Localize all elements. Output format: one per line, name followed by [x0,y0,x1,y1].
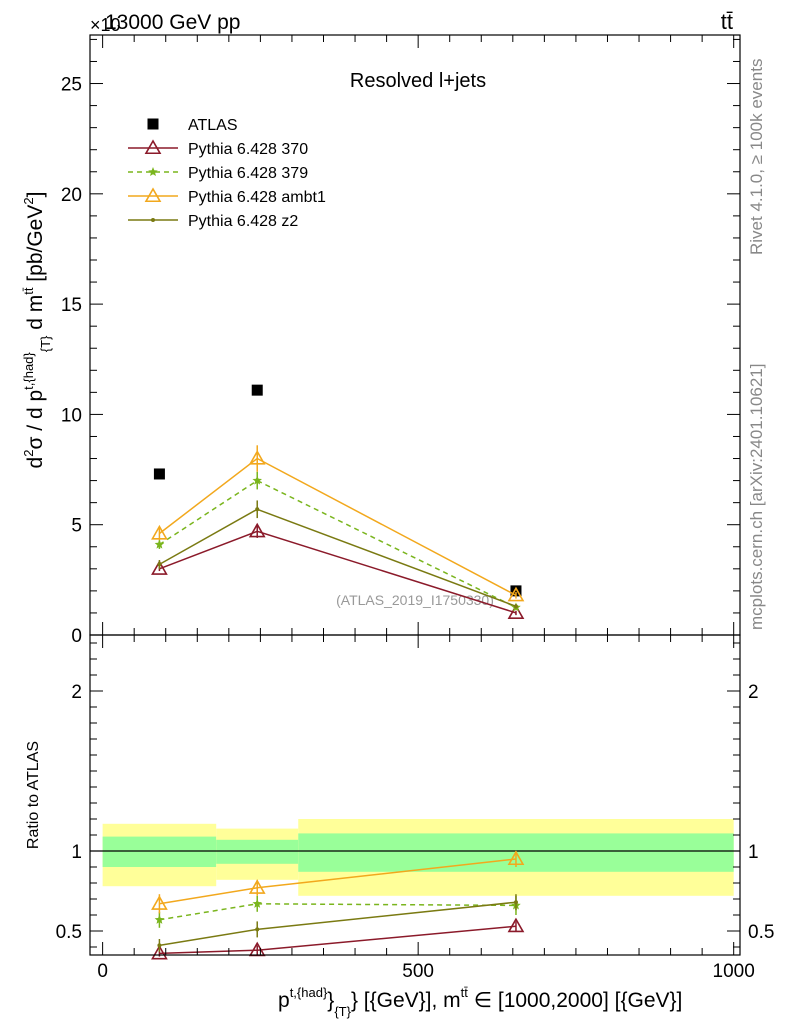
main-point [151,524,168,540]
ratio-series-pythia-6-428-370 [151,917,525,960]
ratio-point [151,895,168,910]
uncertainty-band-green [102,836,217,867]
y-tick-label: 10 [61,405,82,426]
ratio-line-pythia-6-428-z2 [159,901,517,947]
main-point [507,604,525,619]
main-panel: 0 5 10 15 20 25 Resolved l+jets (ATLAS_2019_I… [61,34,741,647]
ratio-y-tick-label: 0.5 [56,922,82,943]
main-point [153,468,165,480]
main-y-axis-label: d2σ / d pt,{had}{T} d mtt̄ [pb/GeV2] [21,192,53,469]
legend: ATLAS Pythia 6.428 370 Pythia 6.428 379 Pyt… [128,117,326,230]
y-tick-label: 5 [71,516,82,537]
ratio-y-axis-label: Ratio to ATLAS [25,741,42,849]
ratio-line-pythia-6-428-370 [159,925,517,955]
main-point [154,539,165,549]
ratio-frame [89,634,741,956]
svg-text:d2σ / d pt,{had}{T} d mtt̄ [pb: d2σ / d pt,{had}{T} d mtt̄ [pb/GeV2] [21,192,53,469]
ratio-point [151,944,168,960]
main-series-pythia-6-428-370 [151,522,525,619]
main-series-pythia-6-428-ambt1 [151,445,525,602]
ratio-series-pythia-6-428-z2 [157,894,518,952]
rivet-label: Rivet 4.1.0, ≥ 100k events [747,59,766,255]
main-series-pythia-6-428-z2 [157,500,518,609]
main-series [151,384,525,619]
main-point [248,449,266,465]
ratio-axis-ticks: 0.5 0.5 1 1 2 2 0 500 1000 [56,635,774,982]
ratio-y-tick-label: 1 [71,842,82,863]
main-point [151,560,168,575]
main-point [157,562,162,567]
ratio-point [513,900,518,905]
legend-label: ATLAS [188,117,238,134]
main-series-pythia-6-428-379 [154,471,521,612]
ratio-line-pythia-6-428-379 [159,903,517,921]
ratio-point [507,850,525,866]
mcplots-label: mcplots.cern.ch [arXiv:2401.10621] [747,364,766,630]
header-left: 13000 GeV pp [105,11,240,34]
header-right: tt̄ [721,9,733,34]
legend-item-pythia-6-428-379: Pythia 6.428 379 [128,165,308,182]
uncertainty-band-green [216,839,299,864]
legend-label: Pythia 6.428 370 [188,141,308,158]
legend-item-pythia-6-428-z2: Pythia 6.428 z2 [128,213,298,230]
main-point [510,585,522,597]
x-axis-label: pt,{had}}{T}} [{GeV}], mtt̄ ∈ [1000,2000… [278,985,682,1019]
ratio-point [255,927,260,932]
x-tick-label: 1000 [713,961,755,982]
legend-item-pythia-6-428-ambt1: Pythia 6.428 ambt1 [128,187,326,206]
exponent-label: ×10 [90,15,121,35]
main-point [252,475,262,485]
chart-title: Resolved l+jets [350,70,486,92]
ratio-point [154,914,165,924]
legend-marker [144,187,162,203]
main-line-pythia-6-428-379 [158,479,517,609]
ratio-point [252,898,262,908]
ratio-series-pythia-6-428-ambt1 [151,850,525,914]
ratio-y-tick-label-right: 0.5 [748,922,774,943]
svg-text:pt,{had}}{T}} [{GeV}], mtt̄ ∈: pt,{had}}{T}} [{GeV}], mtt̄ ∈ [1000,2000… [278,985,682,1019]
legend-marker [144,139,162,155]
main-line-pythia-6-428-ambt1 [158,457,517,596]
ratio-point [507,917,525,933]
legend-marker [151,218,155,222]
ratio-y-tick-label-right: 2 [748,682,759,703]
main-series-atlas [153,384,522,597]
ratio-bands [102,819,734,896]
ratio-point [248,879,266,894]
ratio-series-pythia-6-428-379 [154,895,521,928]
ratio-y-tick-label-right: 1 [748,842,759,863]
main-point [513,604,518,609]
legend-label: Pythia 6.428 z2 [188,213,298,230]
ratio-panel: 0.5 0.5 1 1 2 2 0 500 1000 [56,634,774,982]
legend-marker [147,118,159,130]
legend-label: Pythia 6.428 379 [188,165,308,182]
main-point [507,586,525,602]
analysis-watermark: (ATLAS_2019_I1750330) [336,592,494,608]
main-point [251,384,263,396]
x-tick-label: 500 [402,961,434,982]
y-tick-label: 25 [61,75,82,96]
x-tick-label: 0 [97,961,108,982]
legend-marker [148,167,158,177]
legend-item-atlas: ATLAS [147,117,238,134]
main-point [248,522,266,538]
ratio-point [157,943,162,948]
ratio-y-tick-label: 2 [71,682,82,703]
main-point [255,507,260,512]
y-tick-label: 15 [61,295,82,316]
legend-item-pythia-6-428-370: Pythia 6.428 370 [128,139,308,158]
legend-label: Pythia 6.428 ambt1 [188,189,326,206]
y-tick-label: 20 [61,185,82,206]
y-tick-label: 0 [71,626,82,647]
main-axis-ticks: 0 5 10 15 20 25 [61,35,740,647]
